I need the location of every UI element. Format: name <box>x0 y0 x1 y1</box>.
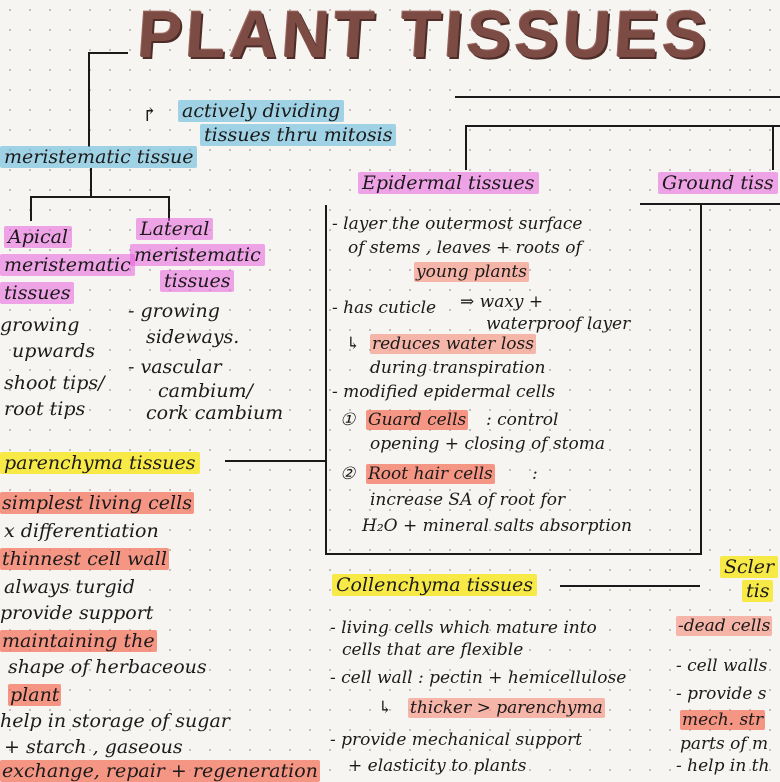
parenchyma-text: x differentiation <box>4 520 159 542</box>
parenchyma-text: always turgid <box>4 576 135 598</box>
collenchyma-text: cells that are flexible <box>342 640 524 660</box>
epidermal-text: H₂O + mineral salts absorption <box>362 516 632 536</box>
connector-line <box>640 203 780 205</box>
epidermal-text: : <box>532 464 538 484</box>
epidermal-text: Guard cells <box>366 410 469 430</box>
ground-heading: Ground tiss <box>658 172 778 194</box>
connector-line <box>30 196 170 198</box>
apical-text: root tips <box>4 398 86 420</box>
apical-text: upwards <box>12 340 95 362</box>
title-underline <box>455 96 780 98</box>
parenchyma-text: help in storage of sugar <box>0 710 230 732</box>
connector-line <box>660 553 702 555</box>
header-note-line2: tissues thru mitosis <box>200 124 397 146</box>
parenchyma-text: thinnest cell wall <box>0 548 169 570</box>
connector-line <box>90 168 92 198</box>
parenchyma-heading: parenchyma tissues <box>0 452 200 474</box>
collenchyma-text: + elasticity to plants <box>348 756 527 776</box>
sclerenchyma-heading: tis <box>742 580 774 602</box>
connector-line <box>325 553 660 555</box>
lateral-label: tissues <box>160 270 235 292</box>
arrow-icon: ↳ <box>378 698 393 718</box>
sclerenchyma-text: mech. str <box>680 710 766 730</box>
parenchyma-text: provide support <box>0 602 154 624</box>
number-two-icon: ② <box>340 464 356 484</box>
connector-line <box>168 196 170 221</box>
connector-line <box>225 460 327 462</box>
lateral-label: meristematic <box>130 244 265 266</box>
epidermal-text: Root hair cells <box>366 464 495 484</box>
epidermal-heading: Epidermal tissues <box>358 172 539 194</box>
apical-label: tissues <box>0 282 75 304</box>
connector-line <box>88 52 128 54</box>
collenchyma-text: - living cells which mature into <box>330 618 597 638</box>
epidermal-text: increase SA of root for <box>370 490 566 510</box>
sclerenchyma-text: parts of m <box>680 734 769 754</box>
parenchyma-text: shape of herbaceous <box>8 656 207 678</box>
apical-text: shoot tips/ <box>4 372 105 394</box>
epidermal-text: : control <box>486 410 559 430</box>
connector-line <box>560 585 700 587</box>
parenchyma-text: simplest living cells <box>0 492 194 514</box>
epidermal-text: reduces water loss <box>370 334 536 354</box>
connector-line <box>30 196 32 221</box>
apical-label: Apical <box>4 226 73 248</box>
lateral-label: Lateral <box>136 218 214 240</box>
sclerenchyma-heading: Scler <box>720 556 779 578</box>
epidermal-text: - has cuticle <box>332 298 437 318</box>
epidermal-text: young plants <box>414 262 529 282</box>
sclerenchyma-text: -dead cells <box>676 616 773 636</box>
lateral-text: - vascular <box>128 356 222 378</box>
sclerenchyma-text: - help in th <box>676 756 770 776</box>
collenchyma-text: thicker > parenchyma <box>408 698 605 718</box>
lateral-text: sideways. <box>146 326 240 348</box>
epidermal-text: during transpiration <box>370 358 546 378</box>
connector-line <box>772 125 774 170</box>
apical-text: growing <box>0 314 80 336</box>
header-note-line1: actively dividing <box>178 100 345 122</box>
connector-line <box>700 203 702 553</box>
parenchyma-text: maintaining the <box>0 630 157 652</box>
connector-line <box>325 205 327 555</box>
connector-line <box>465 125 467 170</box>
collenchyma-heading: Collenchyma tissues <box>332 574 538 596</box>
lateral-text: - growing <box>128 300 220 322</box>
collenchyma-text: - provide mechanical support <box>330 730 583 750</box>
epidermal-text: - layer the outermost surface <box>332 214 583 234</box>
epidermal-text: of stems , leaves + roots of <box>348 238 582 258</box>
parenchyma-text: + starch , gaseous <box>4 736 183 758</box>
lateral-text: cambium/ <box>158 380 253 402</box>
lateral-text: cork cambium <box>146 402 284 424</box>
number-one-icon: ① <box>340 410 356 430</box>
meristematic-heading: meristematic tissue <box>0 146 198 168</box>
apical-label: meristematic <box>0 254 135 276</box>
arrow-icon: ↱ <box>142 104 158 126</box>
epidermal-text: ⇒ waxy + <box>460 292 544 312</box>
parenchyma-text: plant <box>8 684 62 706</box>
sclerenchyma-text: - provide s <box>676 684 767 704</box>
parenchyma-text: exchange, repair + regeneration <box>0 760 320 782</box>
epidermal-text: opening + closing of stoma <box>370 434 606 454</box>
epidermal-text: - modified epidermal cells <box>332 382 556 402</box>
epidermal-text: waterproof layer <box>486 314 631 334</box>
arrow-icon: ↳ <box>346 334 361 354</box>
collenchyma-text: - cell wall : pectin + hemicellulose <box>330 668 627 688</box>
connector-line <box>465 125 780 127</box>
page-title: PLANT TISSUES <box>135 0 714 71</box>
sclerenchyma-text: - cell walls <box>676 656 768 676</box>
connector-line <box>88 52 90 147</box>
